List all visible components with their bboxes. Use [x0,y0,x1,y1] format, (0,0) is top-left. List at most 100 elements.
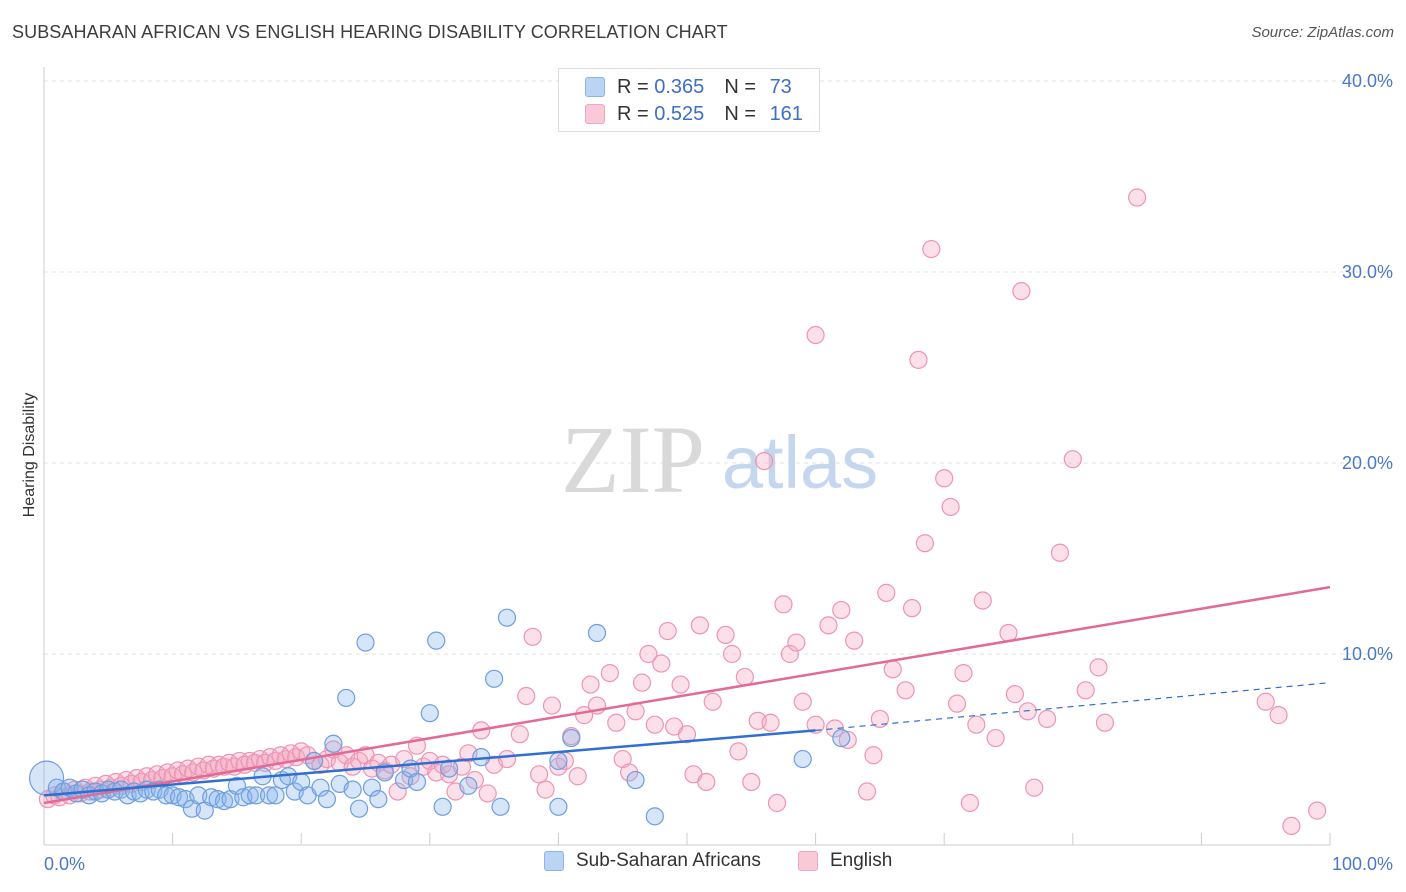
subsaharan-point [427,631,446,650]
english-point [1089,658,1108,677]
axes [43,67,1331,846]
legend-r-value: 0.365 [654,75,705,98]
english-point [954,663,973,683]
tick-labels: 10.0% 20.0% 30.0% 40.0% 0.0% 100.0% [44,71,1393,874]
english-point [857,782,877,801]
english-point [935,469,954,488]
english-trend-line [43,585,1331,805]
english-point [947,694,967,713]
watermark-zip: ZIP [561,406,705,513]
subsaharan-point [369,790,388,809]
subsaharan-point [266,786,285,805]
english-point [542,696,562,715]
trend-lines [43,585,1331,805]
english-point [793,692,812,711]
english-point [838,730,857,750]
subsaharan-trend-extension [815,682,1331,731]
subsaharan-point [317,790,337,809]
subsaharan-point [459,776,478,795]
english-point [761,713,780,732]
source-label: Source: ZipAtlas.com [1251,24,1394,41]
subsaharan-point [491,797,510,816]
legend-row-subsaharan: R = 0.365 N = 73 [559,73,792,101]
subsaharan-point [626,770,645,790]
subsaharan-point [497,608,517,627]
english-point [909,350,928,369]
english-point [671,675,690,694]
english-point [755,451,774,471]
english-point [780,644,799,664]
english-point [530,765,549,784]
subsaharan-point [349,799,369,818]
subsaharan-points [28,608,851,826]
english-point [825,719,844,738]
watermark: ZIP atlas [561,406,878,513]
english-point [883,660,902,679]
english-point [1012,282,1031,301]
english-point [967,715,986,734]
english-point [767,793,787,813]
y-tick-label: 40.0% [1342,71,1393,91]
legend-n-value: 161 [769,102,803,125]
legend-swatch-pink [585,104,605,124]
bottom-legend-swatch-pink [798,851,818,871]
english-point [517,686,536,706]
english-point [652,654,671,673]
bottom-legend-subsaharan: Sub-Saharan Africans [544,850,761,872]
english-point [806,325,825,345]
english-point [742,772,761,792]
english-point [536,780,555,799]
english-point [620,763,639,782]
x-tick-label: 100.0% [1332,854,1393,874]
legend-r-label: R = [617,75,655,98]
legend-n-label: N = [724,75,762,98]
english-point [581,675,600,694]
english-point [639,644,658,664]
english-point [774,595,793,614]
english-point [1282,816,1301,836]
english-point [735,667,754,687]
bottom-legend-label: English [830,850,893,871]
subsaharan-point [562,728,581,748]
subsaharan-point [208,790,227,809]
legend-n-value: 73 [769,75,792,98]
english-point [1076,681,1095,700]
subsaharan-point [337,688,356,708]
legend-n-label: N = [724,102,762,125]
english-point [729,742,748,761]
english-point [1037,709,1057,729]
english-point [877,583,896,602]
english-point [870,709,890,729]
subsaharan-point [420,704,439,723]
bottom-legend-swatch-blue [544,851,564,871]
subsaharan-point [485,669,504,688]
english-point [1005,685,1025,704]
subsaharan-point [169,788,189,807]
subsaharan-point [587,623,607,643]
english-point [1308,801,1327,820]
english-point [915,534,935,553]
subsaharan-point [259,786,279,805]
legend-r-label: R = [617,102,655,125]
english-point [497,749,517,769]
english-point [568,767,587,786]
english-point [787,633,806,652]
english-point [1256,692,1275,711]
english-point [1050,543,1070,562]
legend-box: R = 0.365 N = 73 R = 0.525 N = 161 [558,68,820,132]
english-point [523,627,542,646]
english-point [690,616,709,635]
english-point [1269,706,1288,725]
english-point [832,600,851,620]
watermark-atlas: atlas [722,421,878,504]
english-point [510,725,529,744]
english-point [632,673,652,692]
x-tick-label: 0.0% [44,854,85,874]
bottom-legend-label: Sub-Saharan Africans [576,850,761,871]
subsaharan-point [304,751,324,771]
english-point [607,713,626,732]
grid-lines [44,80,1392,655]
english-point [1095,713,1115,732]
english-point [845,631,864,650]
